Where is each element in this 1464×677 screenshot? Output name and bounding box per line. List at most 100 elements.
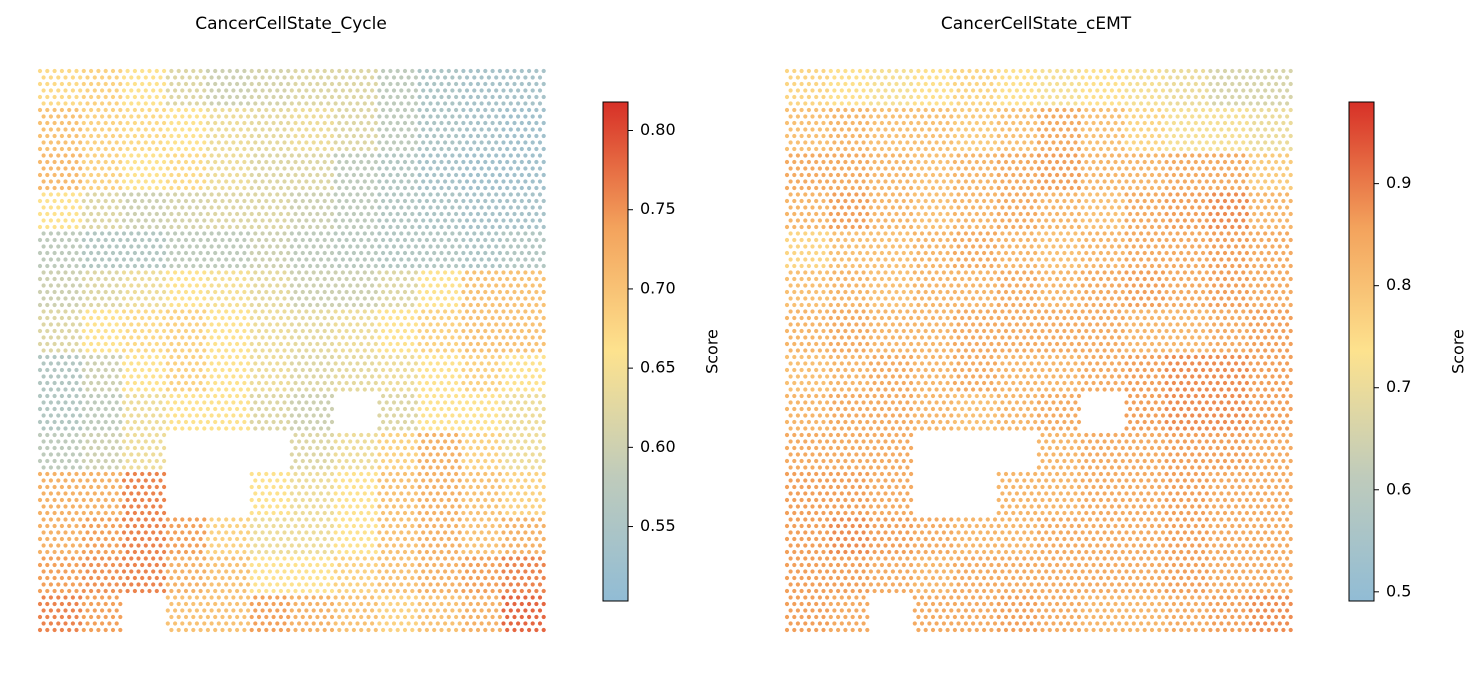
spot bbox=[530, 114, 535, 119]
spot bbox=[143, 465, 148, 470]
spot bbox=[85, 426, 90, 431]
spot bbox=[395, 133, 400, 139]
spot bbox=[264, 510, 269, 516]
spot bbox=[59, 419, 64, 425]
spot bbox=[52, 341, 57, 347]
spot bbox=[74, 341, 79, 347]
spot bbox=[318, 413, 324, 418]
spot bbox=[377, 504, 382, 509]
spot bbox=[41, 322, 46, 327]
spot bbox=[246, 387, 251, 392]
spot bbox=[180, 543, 185, 548]
spot bbox=[308, 224, 313, 230]
spot bbox=[483, 471, 488, 477]
spot bbox=[527, 107, 532, 113]
spot bbox=[370, 244, 375, 249]
spot bbox=[362, 478, 367, 483]
spot bbox=[388, 198, 393, 204]
spot bbox=[125, 523, 130, 529]
spot bbox=[519, 380, 524, 386]
spot bbox=[165, 166, 170, 171]
spot bbox=[238, 205, 243, 210]
spot bbox=[475, 172, 481, 178]
spot bbox=[286, 159, 291, 165]
spot bbox=[461, 107, 466, 113]
spot bbox=[125, 107, 130, 113]
spot bbox=[534, 419, 539, 425]
spot bbox=[348, 335, 353, 340]
spot bbox=[191, 263, 196, 269]
spot bbox=[377, 166, 382, 171]
spot bbox=[110, 432, 116, 438]
spot bbox=[432, 185, 437, 191]
spot bbox=[140, 380, 145, 386]
spot bbox=[435, 452, 440, 457]
spot bbox=[78, 114, 83, 119]
spot bbox=[541, 224, 546, 230]
spot bbox=[202, 88, 207, 93]
spot bbox=[315, 328, 320, 334]
spot bbox=[282, 530, 287, 535]
spot bbox=[59, 250, 64, 256]
spot bbox=[278, 224, 283, 230]
spot bbox=[446, 536, 451, 542]
spot bbox=[224, 166, 229, 171]
spot bbox=[169, 302, 174, 308]
spot bbox=[275, 413, 280, 418]
spot bbox=[413, 192, 418, 197]
spot bbox=[293, 445, 298, 451]
spot bbox=[278, 198, 283, 204]
spot bbox=[238, 140, 243, 145]
spot bbox=[337, 497, 342, 503]
spot bbox=[366, 471, 371, 477]
spot bbox=[231, 296, 236, 301]
spot bbox=[67, 237, 72, 243]
spot bbox=[421, 257, 426, 262]
spot bbox=[220, 393, 225, 399]
spot bbox=[180, 517, 185, 522]
spot bbox=[59, 133, 64, 139]
spot bbox=[227, 81, 232, 87]
spot bbox=[454, 302, 459, 308]
spot bbox=[224, 270, 229, 275]
spot bbox=[96, 380, 101, 386]
spot bbox=[267, 270, 272, 275]
spot bbox=[322, 133, 327, 139]
spot bbox=[377, 530, 382, 535]
spot bbox=[322, 172, 327, 178]
spot bbox=[275, 140, 280, 145]
spot bbox=[162, 263, 167, 269]
spot bbox=[370, 478, 375, 483]
spot bbox=[92, 192, 97, 197]
spot bbox=[322, 445, 327, 451]
spot bbox=[129, 283, 134, 288]
spot bbox=[96, 146, 101, 152]
spot bbox=[275, 205, 280, 210]
spot bbox=[260, 543, 265, 548]
spot bbox=[508, 426, 513, 431]
spot bbox=[421, 309, 426, 314]
spot bbox=[129, 140, 134, 145]
spot bbox=[143, 517, 148, 522]
spot bbox=[198, 146, 203, 152]
spot bbox=[198, 81, 203, 87]
spot bbox=[253, 140, 258, 145]
spot bbox=[136, 114, 141, 119]
spot bbox=[381, 406, 386, 412]
spot bbox=[85, 257, 90, 262]
spot bbox=[384, 426, 389, 431]
spot bbox=[428, 478, 433, 483]
spot bbox=[421, 400, 426, 405]
spot bbox=[173, 75, 178, 80]
spot bbox=[154, 289, 159, 295]
spot bbox=[297, 205, 302, 210]
spot bbox=[118, 432, 123, 438]
spot bbox=[289, 465, 294, 470]
spot bbox=[81, 263, 86, 269]
spot bbox=[74, 185, 79, 191]
spot bbox=[264, 172, 269, 178]
spot bbox=[344, 432, 349, 438]
spot bbox=[74, 302, 79, 308]
spot bbox=[351, 146, 356, 152]
spot bbox=[132, 393, 137, 399]
